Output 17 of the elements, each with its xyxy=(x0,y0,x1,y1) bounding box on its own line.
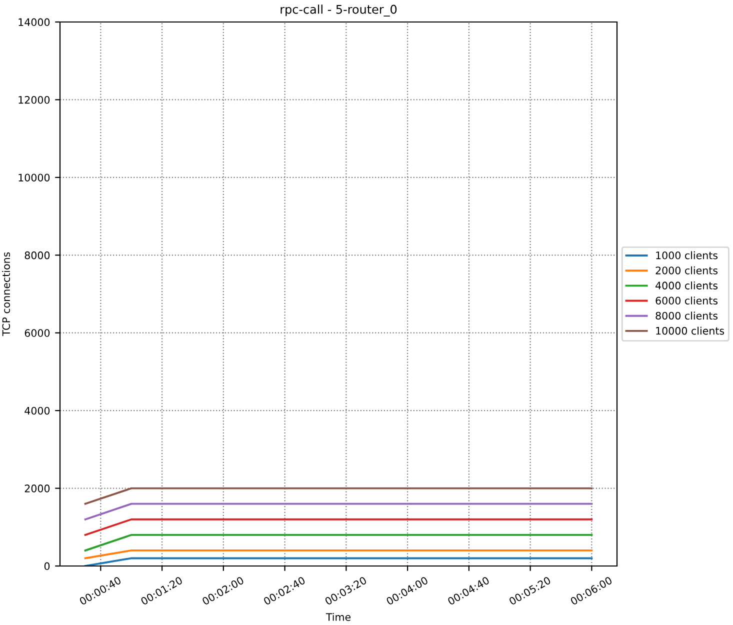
y-tick-label: 12000 xyxy=(18,96,50,104)
legend-label: 2000 clients xyxy=(656,266,718,274)
legend-label: 6000 clients xyxy=(656,296,718,305)
y-tick-label: 6000 xyxy=(24,329,50,337)
y-tick-label: 10000 xyxy=(18,174,50,182)
y-tick-label: 14000 xyxy=(18,18,50,26)
y-tick-label: 0 xyxy=(44,562,50,570)
x-axis-title: Time xyxy=(326,612,351,621)
y-tick-label: 2000 xyxy=(24,484,50,492)
legend-label: 10000 clients xyxy=(656,326,724,335)
y-tick-label: 8000 xyxy=(24,251,50,260)
legend-label: 4000 clients xyxy=(656,281,718,290)
chart-title: rpc-call - 5-router_0 xyxy=(280,4,397,16)
y-tick-label: 4000 xyxy=(24,406,50,415)
legend-label: 1000 clients xyxy=(656,251,718,260)
y-axis-title: TCP connections xyxy=(2,252,10,336)
legend-label: 8000 clients xyxy=(656,312,718,320)
